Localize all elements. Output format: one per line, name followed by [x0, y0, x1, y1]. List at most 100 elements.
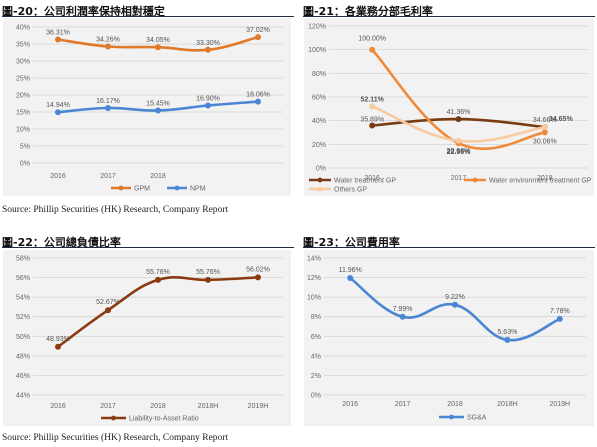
legend-label: NPM — [190, 186, 206, 193]
legend-marker — [449, 414, 454, 420]
x-tick-label: 2017 — [100, 403, 116, 410]
figure-23-rule — [303, 247, 595, 248]
x-tick-label: 2016 — [50, 173, 66, 180]
data-label: 20.98% — [447, 148, 471, 155]
data-label: 100.00% — [358, 36, 386, 43]
data-point — [541, 124, 548, 130]
data-label: 16.90% — [196, 96, 220, 103]
data-label: 14.94% — [46, 102, 70, 109]
legend-label: GPM — [134, 186, 150, 193]
data-label: 7.78% — [550, 308, 570, 315]
y-tick-label: 0% — [316, 166, 326, 173]
data-point — [155, 276, 161, 283]
data-label: 37.02% — [246, 27, 270, 34]
y-tick-label: 120% — [308, 24, 326, 31]
data-label: 33.30% — [196, 40, 220, 47]
data-point — [455, 137, 462, 144]
y-tick-label: 54% — [16, 295, 30, 302]
chart-23: 0% 2% 4% 6% 8% 10% 12% 14% 2016 2017 2018 2018H 2019… — [307, 256, 586, 422]
data-point — [255, 274, 261, 281]
data-label: 56.02% — [246, 266, 270, 273]
figure-20-rule — [2, 16, 294, 17]
y-tick-label: 58% — [16, 256, 30, 263]
figure-23-title: 圖-23：公司費用率 — [303, 236, 400, 249]
y-tick-label: 44% — [16, 393, 30, 400]
data-label: 15.45% — [146, 101, 170, 108]
data-label: 52.67% — [96, 299, 120, 306]
figure-20-title: 圖-20：公司利潤率保持相對穩定 — [2, 5, 165, 18]
legend-marker — [174, 185, 180, 191]
data-point — [155, 107, 161, 114]
chart-23-panel: 0% 2% 4% 6% 8% 10% 12% 14% 2016 2017 2018 2018H 2019… — [304, 250, 594, 426]
y-tick-label: 30% — [16, 59, 30, 66]
data-point — [347, 275, 354, 281]
data-point — [205, 102, 211, 109]
y-tick-label: 6% — [311, 334, 321, 341]
x-tick-label: 2018 — [447, 401, 463, 408]
y-tick-label: 46% — [16, 373, 30, 380]
x-tick-label: 2016 — [364, 175, 380, 182]
y-tick-label: 48% — [16, 353, 30, 360]
x-tick-label: 2017 — [395, 401, 411, 408]
source-note-top: Source: Phillip Securities (HK) Research… — [2, 205, 229, 215]
data-point — [369, 122, 376, 129]
y-tick-label: 40% — [16, 25, 30, 32]
data-label: 34.66% — [533, 117, 557, 124]
legend-label: Water treatment GP — [334, 178, 396, 185]
legend-label: Water environment treatment GP — [489, 178, 592, 185]
data-label: 34.26% — [96, 37, 120, 44]
data-point — [255, 34, 261, 41]
y-tick-label: 20% — [312, 142, 326, 149]
y-tick-label: 8% — [311, 314, 321, 321]
y-tick-label: 60% — [312, 95, 326, 102]
x-tick-label: 2018 — [150, 173, 166, 180]
data-point — [369, 103, 376, 110]
y-tick-label: 10% — [16, 127, 30, 134]
data-label: 41.36% — [447, 109, 471, 116]
series-line — [348, 276, 562, 342]
data-point — [556, 315, 563, 322]
figure-21-title: 圖-21：各業務分部毛利率 — [303, 5, 433, 18]
data-point — [504, 336, 511, 343]
x-tick-label: 2016 — [50, 403, 66, 410]
data-label: 34.05% — [146, 37, 170, 44]
data-label: 55.76% — [196, 269, 220, 276]
y-tick-label: 15% — [16, 110, 30, 117]
data-point — [105, 307, 111, 314]
chart-20-panel: 0% 5% 10% 15% 20% 25% 30% 35% 40% 2016 2017 2018 36.… — [3, 18, 291, 196]
data-point — [455, 116, 462, 123]
y-tick-label: 35% — [16, 42, 30, 49]
chart-22-panel: 44% 46% 48% 50% 52% 54% 56% 58% 2016 2017 2018 2018… — [3, 250, 291, 426]
x-tick-label: 2019H — [248, 403, 269, 410]
data-label: 18.06% — [246, 92, 270, 99]
legend-label: Others GP — [334, 187, 367, 194]
data-label: 30.06% — [533, 138, 557, 145]
legend-label: SG&A — [467, 415, 487, 422]
y-tick-label: 40% — [312, 118, 326, 125]
data-point — [541, 129, 548, 136]
data-label: 35.89% — [360, 117, 384, 124]
data-point — [105, 105, 111, 111]
x-tick-label: 2017 — [451, 175, 467, 182]
data-label: 11.96% — [339, 267, 362, 274]
y-tick-label: 56% — [16, 275, 30, 282]
y-tick-label: 0% — [20, 161, 30, 168]
data-point — [55, 343, 61, 350]
x-tick-label: 2019H — [549, 401, 570, 408]
data-label: 55.76% — [146, 269, 170, 276]
data-label: 34.65% — [549, 116, 574, 123]
x-tick-label: 2018H — [198, 403, 219, 410]
chart-21: 0% 20% 40% 60% 80% 100% 120% 2016 2017 2018 35.89%… — [308, 24, 592, 194]
y-tick-label: 10% — [307, 295, 321, 302]
legend-marker — [472, 177, 478, 183]
data-label: 36.31% — [46, 30, 70, 37]
legend-marker — [111, 415, 116, 421]
data-label: 5.63% — [497, 329, 517, 336]
legend-label: Liability-to-Asset Ratio — [129, 416, 199, 423]
y-tick-label: 25% — [16, 76, 30, 83]
y-tick-label: 12% — [307, 275, 321, 282]
data-point — [55, 36, 61, 43]
figure-22-rule — [2, 247, 294, 248]
y-tick-label: 0% — [311, 393, 321, 400]
x-tick-label: 2018 — [150, 403, 166, 410]
